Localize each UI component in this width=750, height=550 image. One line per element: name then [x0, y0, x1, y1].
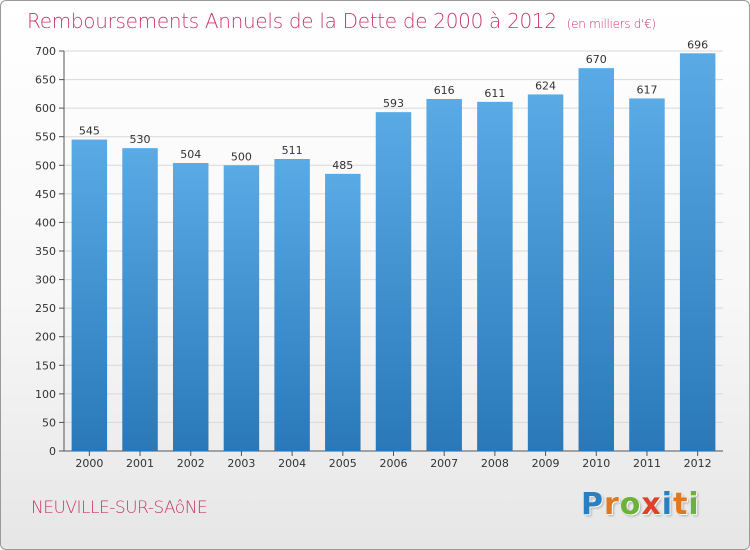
y-tick-label: 700 [35, 45, 56, 58]
data-labels: 545 530 504 500 511 485 593 616 611 624 670 617 696 [79, 38, 708, 172]
proxiti-logo: Proxiti [581, 487, 700, 522]
x-tick-label: 2001 [126, 457, 154, 470]
y-tick-label: 250 [35, 302, 56, 315]
y-tick-label: 500 [35, 159, 56, 172]
x-tick-label: 2011 [633, 457, 661, 470]
x-tick-label: 2009 [532, 457, 560, 470]
data-label: 511 [282, 144, 303, 157]
data-label: 617 [636, 83, 657, 96]
bar-2005 [325, 173, 361, 451]
chart-title-text: Remboursements Annuels de la Dette de 20… [27, 9, 557, 33]
chart-title: Remboursements Annuels de la Dette de 20… [27, 9, 656, 33]
x-tick-label: 2004 [278, 457, 306, 470]
y-tick-label: 600 [35, 102, 56, 115]
data-label: 530 [130, 133, 151, 146]
x-tick-label: 2000 [75, 457, 103, 470]
y-tick-label: 550 [35, 131, 56, 144]
bar-2009 [527, 94, 564, 451]
y-tick-label: 200 [35, 331, 56, 344]
unit-label: (en milliers d'€) [566, 17, 656, 31]
y-tick-label: 150 [35, 359, 56, 372]
bar-2010 [578, 68, 615, 452]
bar-2004 [274, 159, 310, 451]
x-tick-label: 2008 [481, 457, 509, 470]
data-label: 504 [180, 148, 201, 161]
data-label: 593 [383, 97, 404, 110]
logo-letter: P [581, 487, 604, 522]
axes: 0 50 100 150 200 250 300 350 400 450 500 550 600 650 7… [35, 45, 723, 470]
x-tick-label: 2006 [380, 457, 408, 470]
bar-2007 [426, 99, 462, 451]
y-tick-label: 0 [49, 445, 56, 458]
x-tick-label: 2007 [430, 457, 458, 470]
x-tick-label: 2010 [582, 457, 610, 470]
x-tick-label: 2005 [329, 457, 357, 470]
data-label: 696 [687, 38, 708, 51]
bar-2002 [172, 163, 209, 451]
logo-letter: i [688, 487, 700, 522]
city-name: NEUVILLE-SUR-SAôNE [31, 498, 208, 518]
data-label: 624 [535, 79, 556, 92]
x-tick-label: 2002 [177, 457, 205, 470]
data-label: 485 [332, 159, 353, 172]
logo-letter: x [641, 487, 662, 522]
y-tick-label: 50 [42, 416, 56, 429]
x-tick-label: 2012 [684, 457, 712, 470]
bar-2012 [679, 53, 716, 452]
y-tick-label: 400 [35, 216, 56, 229]
bars [71, 53, 716, 452]
y-tick-label: 100 [35, 388, 56, 401]
logo-letter: i [661, 487, 674, 522]
logo-letter: o [619, 487, 642, 522]
bar-2003 [223, 165, 260, 452]
y-tick-label: 350 [35, 245, 56, 258]
y-tick-label: 300 [35, 274, 56, 287]
bar-2011 [629, 98, 665, 451]
data-label: 545 [79, 125, 100, 138]
bar-2001 [122, 148, 158, 451]
logo-letter: r [604, 487, 620, 522]
data-label: 670 [586, 53, 607, 66]
data-label: 500 [231, 150, 252, 163]
x-tick-label: 2003 [227, 457, 255, 470]
logo-letter: t [673, 487, 689, 522]
data-label: 616 [434, 84, 455, 97]
bar-2008 [477, 101, 513, 451]
bar-2000 [71, 139, 108, 452]
y-tick-label: 650 [35, 74, 56, 87]
bar-2006 [375, 112, 412, 452]
y-tick-label: 450 [35, 188, 56, 201]
data-label: 611 [484, 87, 505, 100]
